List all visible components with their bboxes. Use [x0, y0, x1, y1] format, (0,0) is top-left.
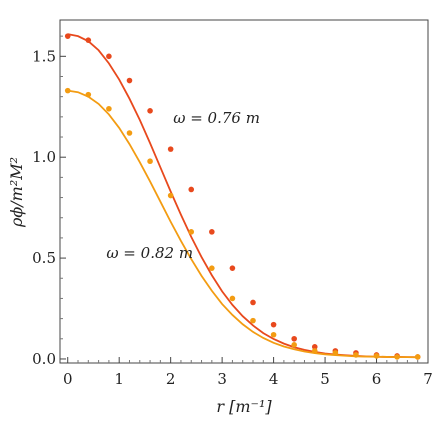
- series-0-point: [291, 335, 297, 342]
- x-tick-label: 4: [269, 370, 279, 388]
- series-1-point: [229, 295, 236, 302]
- series-1-point: [414, 354, 421, 360]
- series-1-point: [126, 130, 133, 136]
- series-1-point: [291, 342, 297, 348]
- series-1-point: [188, 229, 195, 235]
- series-layer: [64, 33, 421, 360]
- series-1-point: [85, 91, 92, 98]
- series-1-point: [353, 352, 359, 358]
- series-1-point: [250, 317, 256, 324]
- series-1-point: [311, 348, 318, 354]
- x-tick-label: 5: [320, 370, 330, 388]
- series-1-point: [270, 331, 277, 338]
- x-tick-label: 2: [166, 370, 176, 388]
- series-0-point: [126, 77, 133, 84]
- series-1-curve: [67, 89, 418, 359]
- x-axis-label: r [m⁻¹]: [216, 397, 272, 416]
- y-tick-label: 1.0: [32, 148, 56, 166]
- series-1-point: [64, 87, 71, 94]
- x-tick-label: 7: [423, 370, 433, 388]
- plot-frame: [59, 19, 429, 364]
- y-tick-label: 0.5: [32, 249, 56, 267]
- series-label-annotation: ω = 0.82 m: [106, 244, 193, 262]
- annotation-layer: ω = 0.76 m ω = 0.82 m: [106, 109, 260, 262]
- y-tick-label: 1.5: [32, 47, 56, 65]
- x-tick-label: 1: [114, 370, 124, 388]
- series-0-point: [106, 53, 112, 60]
- series-1-point: [147, 158, 153, 165]
- series-0-point: [270, 321, 277, 328]
- series-1-point: [332, 350, 339, 356]
- x-ticks: 0 1 2 3 4 5 6 7: [63, 357, 433, 388]
- series-1-point: [209, 265, 215, 271]
- series-0-point: [188, 186, 195, 193]
- x-tick-label: 0: [63, 370, 73, 388]
- y-ticks: 0.0 0.5 1.0 1.5: [32, 35, 66, 368]
- series-0-point: [229, 265, 236, 271]
- series-0-point: [250, 299, 256, 306]
- series-0-point: [209, 229, 215, 235]
- series-0-point: [167, 146, 174, 152]
- series-0-curve: [67, 33, 418, 359]
- series-1-point: [167, 192, 174, 199]
- series-0-point: [147, 107, 153, 114]
- x-tick-label: 3: [217, 370, 227, 388]
- series-1-point: [106, 105, 112, 112]
- series-1-point: [394, 354, 400, 360]
- series-1-point: [373, 353, 380, 359]
- x-tick-label: 6: [372, 370, 382, 388]
- y-tick-label: 0.0: [32, 350, 56, 368]
- y-axis-label: ρϕ/m²M²: [7, 157, 26, 228]
- series-label-annotation: ω = 0.76 m: [173, 109, 260, 127]
- series-0-point: [311, 344, 318, 350]
- series-0-point: [85, 37, 92, 43]
- series-0-point: [64, 33, 71, 39]
